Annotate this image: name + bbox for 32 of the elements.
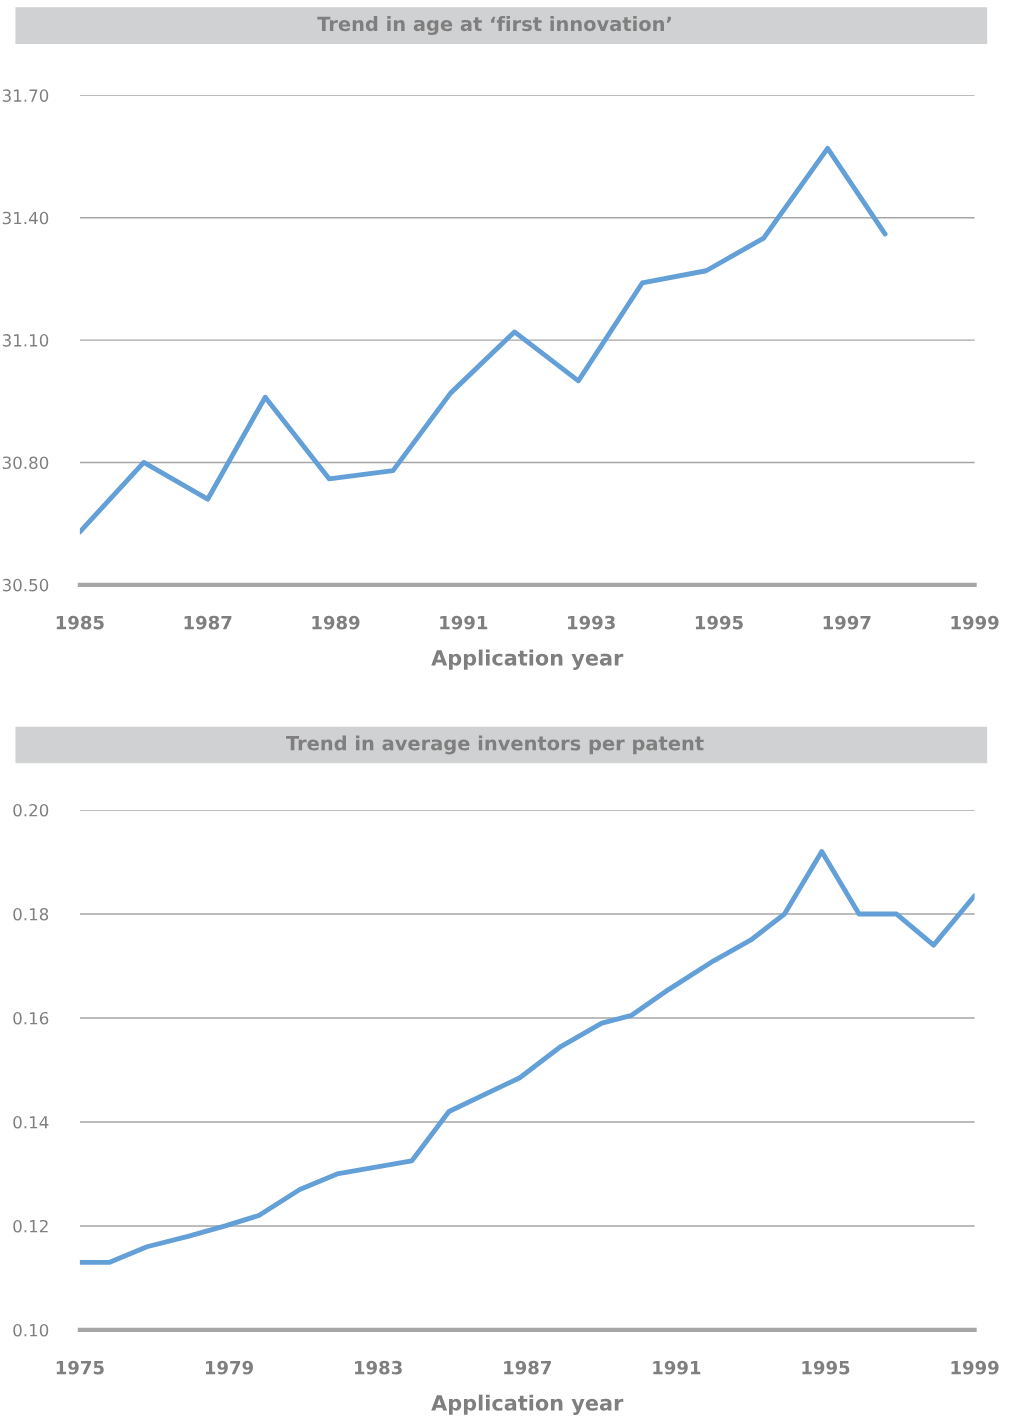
y-tick-label: 0.10: [13, 1323, 49, 1337]
y-tick-label: 0.18: [13, 907, 49, 921]
line-series: [79, 145, 888, 535]
line-series: [79, 849, 975, 1265]
x-tick-label: 1989: [312, 615, 360, 630]
x-tick-label: 1999: [951, 615, 999, 630]
y-tick-label: 30.50: [2, 578, 49, 592]
y-tick-label: 30.80: [2, 456, 49, 470]
x-axis-title: Application year: [431, 1394, 624, 1415]
chart-title: Trend in age at ‘first innovation’: [317, 16, 671, 36]
x-tick-label: 1991: [653, 1360, 701, 1375]
x-tick-label: 1987: [504, 1360, 551, 1375]
x-tick-label: 1987: [184, 615, 232, 630]
x-tick-label: 1975: [56, 1360, 104, 1375]
y-tick-label: 31.40: [2, 211, 49, 225]
chart-title: Trend in average inventors per patent: [286, 735, 704, 755]
y-tick-label: 31.10: [2, 334, 49, 347]
x-tick-label: 1995: [802, 1360, 850, 1375]
x-tick-label: 1979: [205, 1360, 253, 1375]
x-tick-label: 1999: [951, 1360, 999, 1375]
x-axis-title: Application year: [431, 649, 624, 670]
x-tick-label: 1985: [56, 615, 104, 630]
y-tick-label: 0.20: [13, 803, 49, 817]
y-tick-label: 0.12: [13, 1219, 48, 1233]
x-tick-label: 1993: [568, 615, 615, 630]
x-tick-label: 1995: [695, 615, 743, 630]
y-tick-label: 0.14: [13, 1115, 49, 1129]
x-tick-label: 1997: [823, 615, 871, 630]
y-tick-label: 0.16: [13, 1011, 49, 1025]
x-tick-label: 1991: [440, 615, 488, 630]
x-tick-label: 1983: [355, 1360, 402, 1375]
y-tick-label: 31.70: [2, 89, 49, 102]
